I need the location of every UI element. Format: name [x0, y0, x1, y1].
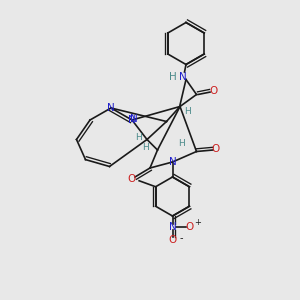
Text: N: N: [128, 115, 136, 125]
Text: N: N: [169, 221, 176, 232]
Text: -: -: [179, 232, 183, 243]
Text: N: N: [130, 113, 137, 124]
Text: O: O: [185, 221, 193, 232]
Text: +: +: [194, 218, 201, 227]
Text: N: N: [169, 157, 176, 167]
Text: O: O: [209, 86, 217, 97]
Text: O: O: [212, 143, 220, 154]
Text: H: H: [169, 71, 176, 82]
Text: O: O: [128, 173, 136, 184]
Text: H: H: [135, 134, 141, 142]
Text: N: N: [107, 103, 115, 113]
Text: H: H: [184, 107, 191, 116]
Text: O: O: [168, 235, 177, 245]
Text: H: H: [178, 139, 185, 148]
Text: N: N: [179, 71, 187, 82]
Text: H: H: [142, 143, 149, 152]
